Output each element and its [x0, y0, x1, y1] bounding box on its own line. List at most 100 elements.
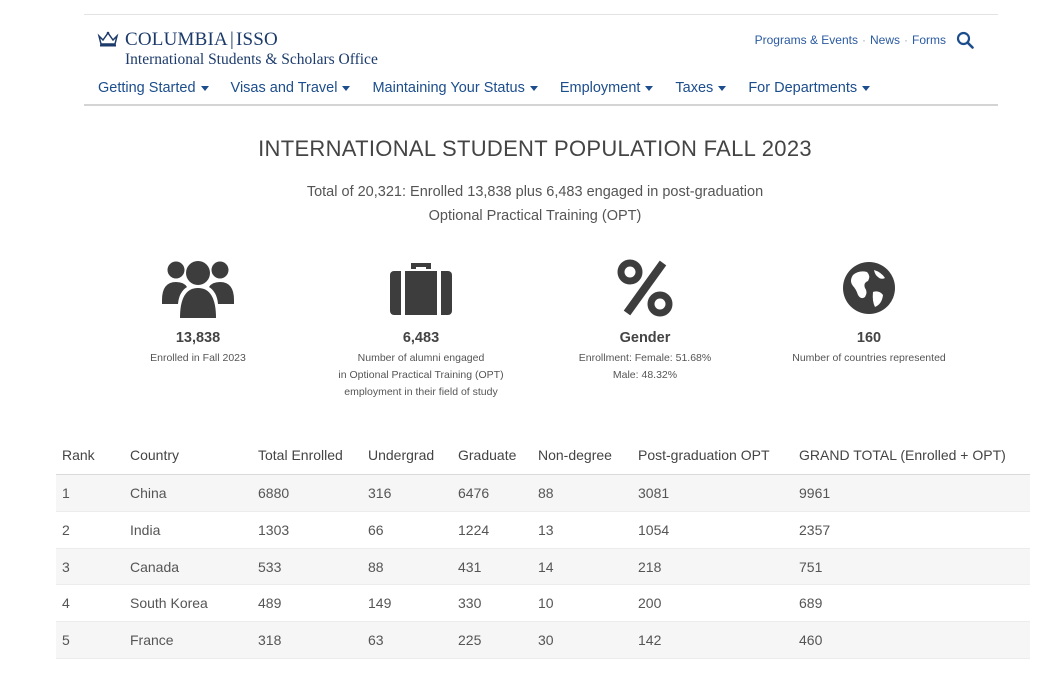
cell-undergrad: 63	[368, 632, 384, 649]
cell-non-degree: 88	[538, 485, 554, 501]
column-header-country: Country	[130, 447, 180, 463]
table-body: 1 China 6880 316 6476 88 3081 9961 2 India 1303 66 1…	[56, 475, 1030, 659]
cell-grand-total: 2357	[799, 521, 831, 538]
caret-down-icon	[862, 85, 871, 91]
stat-value: Gender	[619, 330, 671, 346]
separator: ·	[904, 33, 908, 47]
cell-country: Canada	[130, 558, 180, 575]
caret-down-icon	[645, 85, 654, 91]
cell-opt: 218	[638, 558, 662, 575]
nav-label: Getting Started	[98, 80, 196, 96]
caret-down-icon	[342, 85, 351, 91]
cell-non-degree: 30	[538, 632, 554, 649]
stat-description: Enrolled in Fall 2023	[88, 350, 308, 367]
column-header-non-degree: Non-degree	[538, 447, 612, 463]
separator: ·	[861, 33, 866, 47]
stat-opt: 6,483 Number of alumni engaged in Option…	[311, 256, 531, 401]
cell-rank: 1	[62, 485, 70, 501]
cell-opt: 142	[638, 632, 662, 649]
nav-for-departments[interactable]: For Departments	[748, 80, 871, 96]
column-header-graduate: Graduate	[458, 447, 517, 463]
stat-description: Number of countries represented	[759, 350, 979, 367]
nav-label: Visas and Travel	[230, 80, 338, 96]
subtitle-line: Total of 20,321: Enrolled 13,838 plus 6,…	[306, 184, 764, 200]
cell-total-enrolled: 1303	[258, 521, 290, 538]
logo-subtitle: International Students & Scholars Office	[125, 51, 378, 68]
stat-description-line: employment in their field of study	[344, 386, 498, 398]
stat-description-line: Enrollment: Female: 51.68%	[578, 352, 712, 364]
nav-getting-started[interactable]: Getting Started	[98, 80, 209, 96]
stat-description-line: Enrolled in Fall 2023	[150, 352, 246, 364]
country-table: Rank Country Total Enrolled Undergrad Gr…	[56, 438, 1030, 659]
utility-nav: Programs & Events · News · Forms	[755, 31, 974, 49]
table-row: 4 South Korea 489 149 330 10 200 689	[56, 585, 1030, 623]
cell-graduate: 330	[458, 595, 482, 612]
cell-undergrad: 88	[368, 558, 384, 575]
caret-down-icon	[529, 85, 538, 91]
column-header-rank: Rank	[62, 447, 95, 463]
table-row: 5 France 318 63 225 30 142 460	[56, 622, 1030, 659]
nav-taxes[interactable]: Taxes	[675, 80, 727, 96]
stat-countries: 160 Number of countries represented	[759, 256, 979, 367]
news-link[interactable]: News	[869, 33, 900, 47]
crown-icon	[97, 31, 119, 47]
users-icon	[162, 261, 234, 318]
table-row: 3 Canada 533 88 431 14 218 751	[56, 548, 1030, 586]
table-row: 1 China 6880 316 6476 88 3081 9961	[56, 475, 1030, 512]
cell-non-degree: 10	[538, 595, 554, 612]
cell-graduate: 225	[458, 632, 482, 649]
stat-gender: Gender Enrollment: Female: 51.68% Male: …	[535, 256, 755, 384]
forms-link[interactable]: Forms	[912, 33, 946, 47]
table-row: 2 India 1303 66 1224 13 1054 2357	[56, 512, 1030, 549]
cell-undergrad: 149	[368, 595, 392, 612]
cell-rank: 2	[62, 521, 70, 538]
cell-rank: 3	[62, 558, 70, 575]
programs-events-link[interactable]: Programs & Events	[754, 33, 858, 47]
cell-non-degree: 14	[538, 558, 554, 575]
nav-visas-and-travel[interactable]: Visas and Travel	[231, 80, 351, 96]
subtitle-line: Optional Practical Training (OPT)	[428, 208, 642, 224]
main-nav: Getting Started Visas and Travel Maintai…	[98, 80, 892, 96]
cell-total-enrolled: 533	[258, 558, 282, 575]
page-title: INTERNATIONAL STUDENT POPULATION FALL 20…	[258, 136, 812, 161]
stat-enrolled: 13,838 Enrolled in Fall 2023	[88, 256, 308, 367]
cell-undergrad: 316	[368, 485, 392, 501]
logo-title: COLUMBIA | ISSO	[125, 29, 278, 50]
stat-description-line: Number of countries represented	[792, 352, 946, 364]
column-header-undergrad: Undergrad	[368, 447, 435, 463]
nav-label: Maintaining Your Status	[372, 80, 525, 96]
cell-grand-total: 460	[799, 632, 823, 649]
nav-employment[interactable]: Employment	[560, 80, 654, 96]
cell-total-enrolled: 318	[258, 632, 282, 649]
cell-country: South Korea	[130, 595, 208, 612]
cell-non-degree: 13	[538, 521, 554, 538]
column-header-opt: Post-graduation OPT	[638, 447, 770, 463]
column-header-grand-total: GRAND TOTAL (Enrolled + OPT)	[799, 447, 1006, 463]
stat-value: 6,483	[402, 330, 440, 346]
stat-description-line: Number of alumni engaged	[357, 352, 485, 364]
percent-icon	[617, 259, 673, 317]
nav-label: For Departments	[748, 80, 858, 96]
cell-rank: 5	[62, 632, 70, 649]
cell-country: India	[130, 521, 161, 538]
stat-description-line: Male: 48.32%	[612, 369, 678, 381]
search-icon[interactable]	[956, 31, 974, 49]
cell-grand-total: 751	[799, 558, 823, 575]
cell-undergrad: 66	[368, 521, 384, 538]
cell-grand-total: 9961	[799, 485, 831, 501]
caret-down-icon	[718, 85, 727, 91]
cell-country: China	[130, 485, 167, 501]
column-header-total-enrolled: Total Enrolled	[258, 447, 343, 463]
nav-label: Taxes	[675, 80, 714, 96]
nav-label: Employment	[559, 80, 641, 96]
cell-graduate: 6476	[458, 485, 490, 501]
stat-description-line: in Optional Practical Training (OPT)	[338, 369, 504, 381]
page-subtitle: Total of 20,321: Enrolled 13,838 plus 6,…	[235, 180, 835, 228]
nav-maintaining-your-status[interactable]: Maintaining Your Status	[372, 80, 538, 96]
globe-icon	[843, 262, 895, 314]
cell-opt: 200	[638, 595, 662, 612]
briefcase-icon	[390, 263, 452, 315]
caret-down-icon	[200, 85, 209, 91]
table-header: Rank Country Total Enrolled Undergrad Gr…	[56, 438, 1030, 475]
cell-graduate: 1224	[458, 521, 490, 538]
